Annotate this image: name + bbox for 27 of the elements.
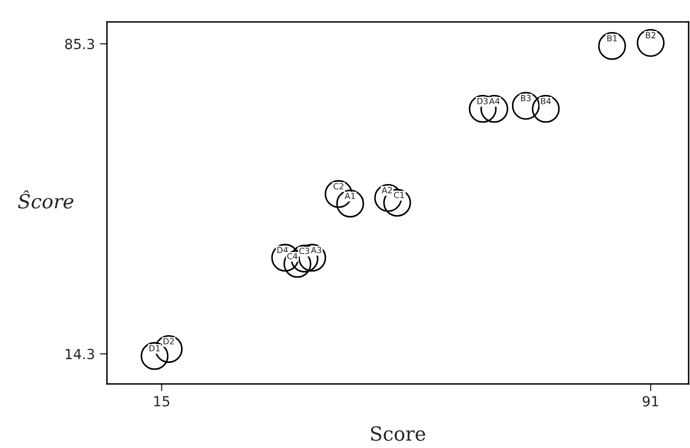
series-label: A3: [310, 246, 322, 254]
series-label: A2: [382, 187, 392, 194]
series-label: D1: [150, 345, 160, 352]
point: [512, 92, 540, 120]
series-label: D4: [277, 246, 288, 254]
x-tick-label: 91: [642, 396, 658, 406]
series-label: C1: [394, 192, 404, 198]
series-label: D3: [477, 98, 488, 104]
series-label: D2: [164, 338, 174, 344]
y-axis-title: Ŝcore: [18, 190, 74, 209]
y-tick-label: 85.3: [65, 38, 94, 50]
series-label: C4: [287, 252, 298, 260]
series-label: A4: [489, 98, 500, 104]
series-label: A1: [344, 192, 355, 199]
point: [336, 190, 364, 218]
point: [636, 28, 665, 57]
series-label: B3: [521, 94, 531, 102]
x-axis-title: Score: [371, 426, 426, 441]
x-tick-label: 15: [154, 396, 170, 406]
y-tick-label: 14.3: [66, 348, 94, 360]
series-label: B4: [541, 98, 551, 104]
series-label: C2: [333, 183, 344, 190]
point: [598, 32, 626, 60]
series-label: B2: [646, 32, 656, 38]
point: [532, 94, 560, 123]
series-label: B1: [607, 35, 617, 42]
series-label: C3: [299, 248, 310, 254]
